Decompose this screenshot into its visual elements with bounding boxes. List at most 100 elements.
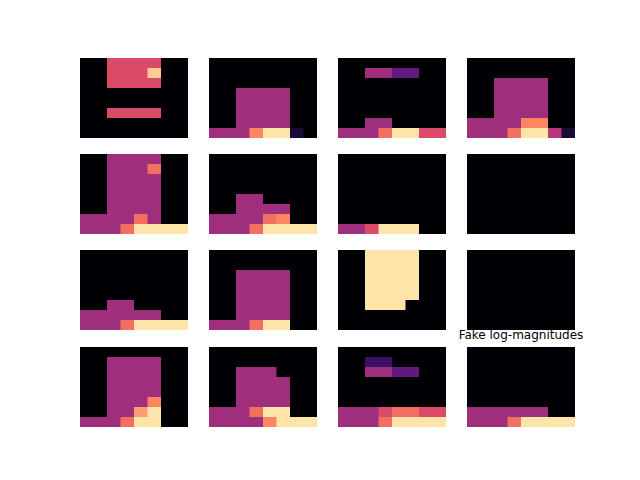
cell [223, 164, 237, 175]
cell [419, 98, 433, 109]
cell [562, 377, 576, 388]
panel [209, 347, 318, 428]
cell [481, 357, 495, 368]
cell [175, 154, 189, 165]
cell [263, 417, 277, 427]
cell [535, 68, 549, 79]
cell [236, 280, 250, 291]
cell [508, 397, 522, 408]
cell [481, 184, 495, 195]
cell [379, 88, 393, 99]
cell [290, 194, 304, 205]
cell [508, 387, 522, 398]
cell [304, 290, 318, 301]
cell [406, 387, 420, 398]
cell [508, 417, 522, 427]
cell [304, 174, 318, 185]
cell [236, 108, 250, 119]
cell [134, 184, 148, 195]
cell [236, 250, 250, 261]
cell [467, 367, 481, 378]
cell [223, 407, 237, 418]
cell [94, 310, 108, 321]
cell [365, 347, 379, 358]
cell [535, 357, 549, 368]
cell [338, 377, 352, 388]
cell [223, 118, 237, 129]
cell [223, 260, 237, 271]
cell [304, 270, 318, 281]
cell [338, 184, 352, 195]
cell [338, 347, 352, 358]
cell [236, 128, 250, 138]
cell [562, 204, 576, 215]
cell [209, 347, 223, 358]
cell [263, 174, 277, 185]
cell [379, 357, 393, 368]
cell [419, 357, 433, 368]
cell [433, 108, 447, 119]
cell [134, 387, 148, 398]
cell [392, 367, 406, 378]
cell [508, 260, 522, 271]
cell [94, 128, 108, 138]
cell [548, 154, 562, 165]
cell [148, 397, 162, 408]
cell [121, 280, 135, 291]
cell [379, 270, 393, 281]
cell [365, 194, 379, 205]
cell [250, 300, 264, 311]
cell [392, 184, 406, 195]
cell [304, 184, 318, 195]
cell [521, 204, 535, 215]
cell [175, 377, 189, 388]
cell [94, 108, 108, 119]
cell [290, 154, 304, 165]
cell [535, 224, 549, 234]
cell [121, 310, 135, 321]
cell [481, 377, 495, 388]
cell [419, 290, 433, 301]
cell [94, 260, 108, 271]
cell [236, 164, 250, 175]
cell [80, 290, 94, 301]
cell [175, 88, 189, 99]
cell [419, 270, 433, 281]
cell [365, 250, 379, 261]
cell [209, 280, 223, 291]
cell [548, 118, 562, 129]
cell [508, 250, 522, 261]
cell [481, 164, 495, 175]
cell [521, 128, 535, 138]
cell [209, 367, 223, 378]
cell [535, 118, 549, 129]
cell [304, 164, 318, 175]
cell [107, 280, 121, 291]
cell [419, 300, 433, 311]
cell [535, 108, 549, 119]
cell [263, 224, 277, 234]
cell [148, 320, 162, 330]
cell [467, 174, 481, 185]
cell [548, 250, 562, 261]
cell [352, 250, 366, 261]
cell [494, 377, 508, 388]
cell [406, 214, 420, 225]
cell [338, 357, 352, 368]
cell [406, 407, 420, 418]
cell [148, 78, 162, 89]
cell [250, 417, 264, 427]
cell [223, 204, 237, 215]
cell [365, 164, 379, 175]
cell [263, 88, 277, 99]
cell [338, 174, 352, 185]
cell [379, 118, 393, 129]
cell [548, 377, 562, 388]
cell [250, 367, 264, 378]
cell [236, 78, 250, 89]
cell [290, 407, 304, 418]
cell [175, 280, 189, 291]
cell [277, 58, 291, 69]
cell [419, 347, 433, 358]
cell [94, 184, 108, 195]
